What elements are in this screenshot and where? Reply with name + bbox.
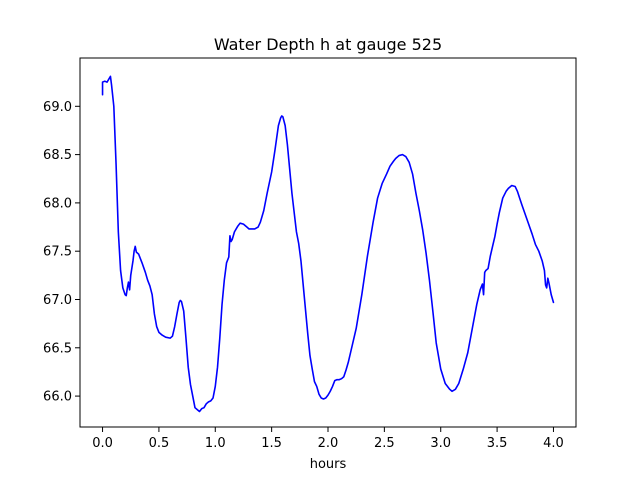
x-tick-label: 3.0 xyxy=(430,436,451,451)
y-tick-label: 67.0 xyxy=(43,293,72,308)
x-tick-label: 4.0 xyxy=(543,436,564,451)
y-tick-label: 67.5 xyxy=(43,245,72,260)
x-tick-label: 3.5 xyxy=(487,436,508,451)
x-tick-label: 0.5 xyxy=(149,436,170,451)
series-line xyxy=(101,75,555,413)
y-tick-label: 66.5 xyxy=(43,341,72,356)
x-tick-label: 2.0 xyxy=(318,436,339,451)
x-tick-label: 1.5 xyxy=(261,436,282,451)
y-axis: 66.0 66.5 67.0 67.5 68.0 68.5 69.0 xyxy=(43,100,80,405)
x-axis-label: hours xyxy=(310,457,347,472)
y-tick-label: 66.0 xyxy=(43,390,72,405)
y-tick-label: 68.5 xyxy=(43,148,72,163)
y-tick-label: 68.0 xyxy=(43,196,72,211)
x-tick-label: 2.5 xyxy=(374,436,395,451)
x-axis: 0.0 0.5 1.0 1.5 2.0 2.5 3.0 3.5 4.0 xyxy=(92,427,564,451)
x-tick-label: 1.0 xyxy=(205,436,226,451)
y-tick-label: 69.0 xyxy=(43,100,72,115)
chart-title: Water Depth h at gauge 525 xyxy=(214,35,442,54)
x-tick-label: 0.0 xyxy=(92,436,113,451)
series-layer xyxy=(101,75,555,413)
